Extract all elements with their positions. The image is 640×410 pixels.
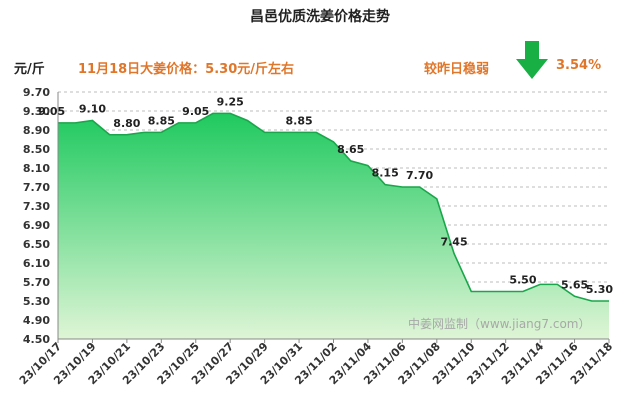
y-tick-label: 6.50 bbox=[23, 238, 50, 251]
y-tick-label: 5.70 bbox=[23, 276, 50, 289]
data-label: 9.10 bbox=[79, 103, 106, 116]
data-label: 9.25 bbox=[217, 95, 244, 108]
y-tick-label: 7.70 bbox=[23, 181, 50, 194]
data-label: 5.50 bbox=[509, 274, 536, 287]
y-tick-label: 8.90 bbox=[23, 124, 50, 137]
down-arrow-icon bbox=[516, 41, 548, 79]
y-tick-label: 6.10 bbox=[23, 257, 50, 270]
data-label: 5.30 bbox=[586, 283, 613, 296]
unit-label: 元/斤 bbox=[14, 62, 45, 77]
comparison-label: 较昨日稳弱 bbox=[424, 62, 490, 77]
data-labels: 9.05 9.10 8.80 8.85 9.05 9.25 8.85 8.65 8.15 7.70… bbox=[38, 95, 613, 296]
data-label: 9.05 bbox=[182, 105, 209, 118]
y-tick-label: 4.50 bbox=[23, 333, 50, 346]
watermark: 中姜网监制（www.jiang7.com） bbox=[408, 316, 590, 331]
data-label: 8.15 bbox=[372, 167, 399, 180]
y-tick-label: 4.90 bbox=[23, 314, 50, 327]
down-arrow-shape bbox=[516, 41, 548, 79]
data-label: 8.85 bbox=[148, 114, 175, 127]
chart-title: 昌邑优质洗姜价格走势 bbox=[250, 9, 390, 25]
data-label: 8.85 bbox=[285, 114, 312, 127]
y-tick-label: 5.30 bbox=[23, 295, 50, 308]
data-label: 7.70 bbox=[406, 169, 433, 182]
y-tick-label: 9.30 bbox=[23, 105, 50, 118]
y-tick-label: 8.10 bbox=[23, 162, 50, 175]
y-tick-label: 6.90 bbox=[23, 219, 50, 232]
price-headline: 11月18日大姜价格：5.30元/斤左右 bbox=[78, 62, 295, 77]
data-label: 9.05 bbox=[38, 105, 65, 118]
area-fill bbox=[58, 113, 609, 339]
data-label: 8.65 bbox=[337, 143, 364, 156]
area-series bbox=[58, 112, 609, 339]
data-label: 7.45 bbox=[440, 236, 467, 249]
y-tick-label: 9.70 bbox=[23, 86, 50, 99]
data-label: 5.65 bbox=[561, 278, 588, 291]
data-label: 8.80 bbox=[113, 117, 140, 130]
comparison-value: 3.54% bbox=[556, 58, 602, 73]
series-line bbox=[58, 112, 609, 302]
y-tick-label: 7.30 bbox=[23, 200, 50, 213]
y-tick-label: 8.50 bbox=[23, 143, 50, 156]
